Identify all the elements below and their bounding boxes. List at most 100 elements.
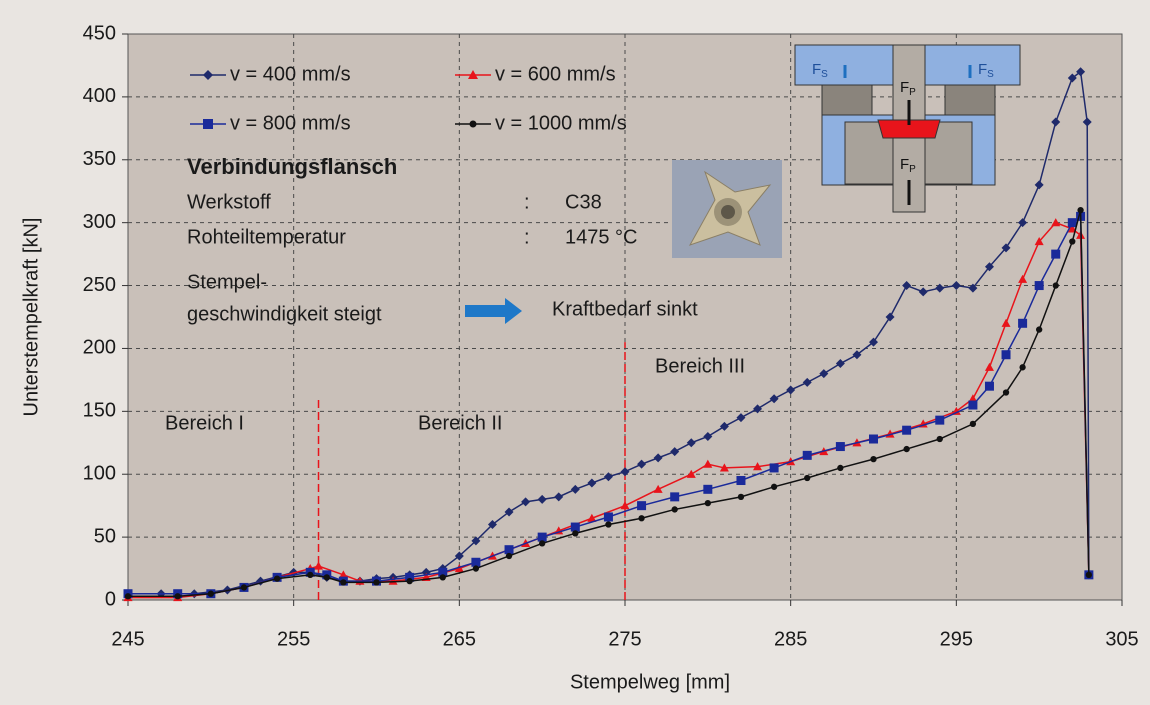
marker	[670, 492, 680, 502]
force-label: FS	[812, 61, 828, 80]
marker	[984, 262, 994, 272]
x-tick-label: 285	[774, 628, 807, 650]
marker	[671, 506, 678, 513]
marker	[719, 463, 729, 472]
marker	[1052, 282, 1059, 289]
marker	[587, 478, 597, 488]
marker	[837, 464, 844, 472]
marker	[273, 575, 281, 582]
force-symbol: F	[900, 79, 909, 96]
marker	[505, 552, 513, 560]
marker	[935, 283, 945, 293]
marker	[1069, 238, 1076, 245]
marker	[388, 576, 398, 585]
y-tick-label: 200	[83, 337, 116, 359]
marker	[603, 512, 613, 522]
force-symbol: F	[812, 61, 821, 78]
marker	[984, 362, 994, 371]
marker	[620, 467, 630, 477]
series-line	[128, 209, 1090, 597]
region-label: Bereich I	[165, 412, 244, 434]
marker	[539, 540, 546, 547]
legend-label: v = 800 mm/s	[230, 112, 351, 134]
marker	[819, 369, 829, 379]
marker	[521, 497, 531, 507]
marker	[504, 507, 514, 517]
temp-label: Rohteiltemperatur	[187, 226, 346, 248]
marker	[406, 577, 413, 585]
separator: :	[524, 226, 530, 248]
marker	[869, 434, 878, 444]
marker	[670, 447, 680, 457]
y-tick-label: 250	[83, 274, 116, 296]
marker	[1019, 364, 1026, 371]
material: C38	[565, 191, 602, 213]
marker	[1067, 218, 1077, 228]
separator: :	[524, 191, 530, 213]
y-tick-label: 0	[105, 588, 116, 610]
marker	[802, 450, 812, 460]
marker	[438, 567, 448, 577]
y-tick-label: 450	[83, 22, 116, 44]
marker	[936, 435, 943, 443]
marker	[918, 287, 928, 297]
marker	[902, 281, 912, 291]
marker	[537, 494, 547, 504]
marker	[786, 385, 796, 395]
marker	[338, 570, 348, 579]
marker	[207, 590, 214, 597]
cause: Stempel-	[187, 271, 267, 293]
marker	[174, 593, 181, 600]
marker	[471, 557, 481, 567]
marker	[1051, 117, 1061, 127]
force-subscript: S	[987, 69, 994, 80]
region-label: Bereich III	[655, 355, 745, 377]
y-tick-label: 150	[83, 400, 116, 422]
marker	[1067, 73, 1077, 83]
marker	[487, 520, 497, 530]
marker	[307, 571, 314, 578]
marker	[572, 530, 579, 537]
marker	[935, 415, 945, 425]
legend-label: v = 600 mm/s	[495, 63, 616, 85]
marker	[753, 462, 763, 471]
marker	[968, 394, 978, 403]
marker	[605, 521, 612, 528]
marker	[769, 463, 779, 473]
marker	[570, 522, 580, 532]
y-tick-label: 50	[94, 525, 116, 547]
marker	[637, 501, 647, 511]
marker	[804, 474, 811, 482]
force-subscript: S	[821, 69, 828, 80]
marker	[1034, 237, 1044, 246]
marker	[587, 513, 597, 522]
marker	[537, 532, 547, 542]
marker	[686, 438, 696, 448]
marker	[802, 377, 812, 387]
region-label: Bereich II	[418, 412, 502, 434]
y-tick-label: 300	[83, 211, 116, 233]
effect-arrow	[465, 298, 522, 324]
marker	[968, 400, 978, 410]
die-right	[944, 84, 996, 116]
force-label: FS	[978, 61, 994, 80]
legend-marker	[468, 70, 478, 79]
marker	[737, 493, 745, 501]
marker	[1082, 117, 1092, 127]
photo-hole-inner	[721, 205, 735, 219]
marker	[653, 484, 663, 493]
force-subscript: P	[909, 87, 916, 98]
marker	[719, 421, 729, 431]
marker	[1001, 243, 1011, 253]
marker	[951, 281, 961, 291]
marker	[240, 584, 248, 591]
legend-marker	[469, 120, 477, 128]
x-tick-label: 265	[443, 628, 476, 650]
marker	[439, 574, 446, 581]
marker	[769, 394, 779, 404]
marker	[570, 484, 580, 494]
marker	[870, 455, 877, 463]
force-subscript: P	[909, 164, 916, 175]
marker	[1001, 350, 1011, 360]
